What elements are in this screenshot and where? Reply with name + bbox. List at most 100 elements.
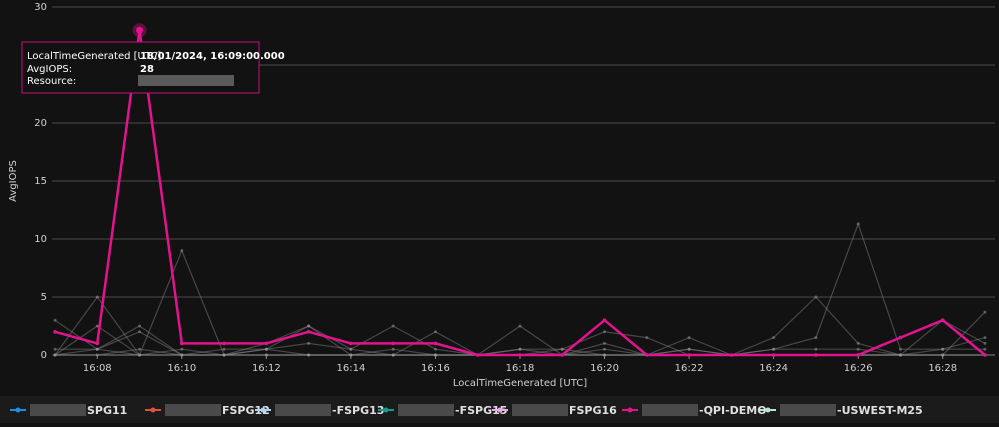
point — [898, 347, 902, 351]
point — [307, 341, 311, 345]
legend: SPG11 FSPG12 -FSPG13 -FSPG15 FSPG16 -QPI-DEMO… — [10, 404, 923, 417]
point — [222, 341, 226, 346]
point — [391, 353, 395, 357]
legend-dot — [497, 407, 503, 413]
point — [645, 336, 649, 340]
point — [856, 353, 860, 357]
point — [687, 347, 691, 351]
x-tick-label: 16:18 — [506, 363, 535, 374]
point — [814, 347, 818, 351]
point — [518, 324, 522, 328]
point — [95, 353, 99, 357]
point — [180, 249, 184, 253]
point — [603, 347, 607, 351]
point — [729, 353, 734, 357]
hover-point — [136, 26, 144, 34]
tooltip-resource-label: Resource: — [27, 76, 76, 87]
point — [940, 318, 945, 323]
x-tick-label: 16:14 — [336, 363, 365, 374]
point — [856, 341, 860, 345]
point — [53, 353, 57, 357]
point — [687, 336, 691, 340]
point — [307, 324, 311, 328]
point — [306, 330, 311, 334]
point — [518, 353, 522, 357]
y-tick-label: 5 — [41, 292, 47, 303]
legend-label: FSPG12 — [222, 404, 270, 417]
legend-label: SPG11 — [87, 404, 127, 417]
redacted — [398, 404, 454, 416]
point — [138, 330, 142, 334]
legend-label: FSPG16 — [569, 404, 617, 417]
legend-dot — [150, 407, 156, 413]
point — [264, 341, 269, 346]
point — [95, 347, 99, 351]
point — [95, 324, 99, 328]
x-tick-label: 16:26 — [844, 363, 873, 374]
point — [898, 353, 902, 357]
point — [645, 353, 649, 357]
point — [941, 353, 945, 357]
point — [222, 347, 226, 351]
point — [814, 353, 818, 357]
tooltip-time: 18/01/2024, 16:09:00.000 — [140, 51, 285, 62]
point — [180, 353, 184, 357]
lines — [53, 23, 987, 357]
point — [983, 310, 987, 314]
x-tick-label: 16:22 — [675, 363, 704, 374]
point — [95, 295, 99, 299]
point — [772, 336, 776, 340]
point — [349, 347, 353, 351]
redacted — [30, 404, 86, 416]
point — [983, 353, 987, 357]
point — [180, 341, 184, 346]
x-axis-label: LocalTimeGenerated [UTC] — [453, 378, 587, 389]
point — [391, 347, 395, 351]
point — [560, 347, 564, 351]
redacted — [275, 404, 331, 416]
point — [222, 353, 226, 357]
point — [180, 347, 184, 351]
point — [391, 341, 395, 346]
point — [264, 353, 268, 357]
redacted — [642, 404, 698, 416]
point — [518, 347, 522, 351]
point — [814, 336, 818, 340]
point — [53, 330, 57, 334]
legend-dot — [383, 407, 389, 413]
point — [95, 341, 100, 346]
x-tick-label: 16:12 — [252, 363, 281, 374]
point — [433, 341, 438, 346]
point — [603, 341, 607, 345]
point — [433, 347, 437, 351]
point — [433, 353, 437, 357]
point — [772, 347, 776, 351]
point — [983, 341, 987, 345]
point — [898, 335, 903, 340]
tooltip-value-label: AvgIOPS: — [27, 64, 72, 75]
point — [264, 347, 268, 351]
tooltip-value: 28 — [140, 64, 154, 75]
point — [856, 347, 860, 351]
series-line — [54, 249, 986, 357]
point — [560, 353, 565, 357]
point — [602, 318, 607, 323]
x-tick-label: 16:28 — [928, 363, 957, 374]
point — [941, 347, 945, 351]
y-axis-label: AvgIOPS — [8, 160, 19, 202]
point — [53, 347, 57, 351]
point — [138, 324, 142, 328]
point — [349, 353, 353, 357]
redacted — [512, 404, 568, 416]
x-tick-label: 16:24 — [759, 363, 788, 374]
legend-label: -FSPG13 — [332, 404, 384, 417]
point — [138, 353, 142, 357]
point — [771, 353, 776, 357]
legend-label: -QPI-DEMO — [699, 404, 767, 417]
redacted — [138, 75, 234, 86]
point — [983, 336, 987, 340]
legend-label: -USWEST-M25 — [837, 404, 923, 417]
point — [391, 324, 395, 328]
tooltip: LocalTimeGenerated [UTC]: 18/01/2024, 16… — [21, 41, 285, 94]
y-tick-label: 30 — [34, 2, 47, 13]
